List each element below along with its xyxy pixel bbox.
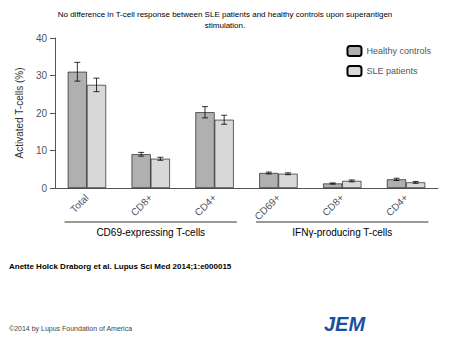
svg-text:IFNγ-producing T-cells: IFNγ-producing T-cells [292, 227, 392, 238]
svg-text:10: 10 [36, 145, 48, 156]
svg-text:20: 20 [36, 108, 48, 119]
svg-text:Activated T-cells (%): Activated T-cells (%) [14, 68, 25, 159]
svg-text:©2014 by Lupus Foundation of A: ©2014 by Lupus Foundation of America [9, 325, 132, 333]
svg-text:CD69+: CD69+ [252, 192, 282, 222]
svg-text:CD8+: CD8+ [129, 192, 155, 218]
svg-text:30: 30 [36, 70, 48, 81]
svg-text:SLE patients: SLE patients [366, 66, 418, 76]
svg-text:40: 40 [36, 33, 48, 44]
svg-text:Total: Total [68, 192, 91, 215]
svg-text:CD8+: CD8+ [320, 192, 346, 218]
svg-text:CD69-expressing T-cells: CD69-expressing T-cells [96, 227, 205, 238]
svg-text:Anette Holck Draborg et al. Lu: Anette Holck Draborg et al. Lupus Sci Me… [9, 262, 232, 271]
svg-text:0: 0 [41, 183, 47, 194]
svg-text:CD4+: CD4+ [192, 192, 218, 218]
svg-text:No difference in T-cell respon: No difference in T-cell response between… [58, 10, 393, 19]
svg-text:CD4+: CD4+ [384, 192, 410, 218]
svg-text:JEM: JEM [324, 313, 366, 335]
svg-text:Healthy controls: Healthy controls [366, 46, 431, 56]
svg-text:stimulation.: stimulation. [205, 21, 245, 30]
